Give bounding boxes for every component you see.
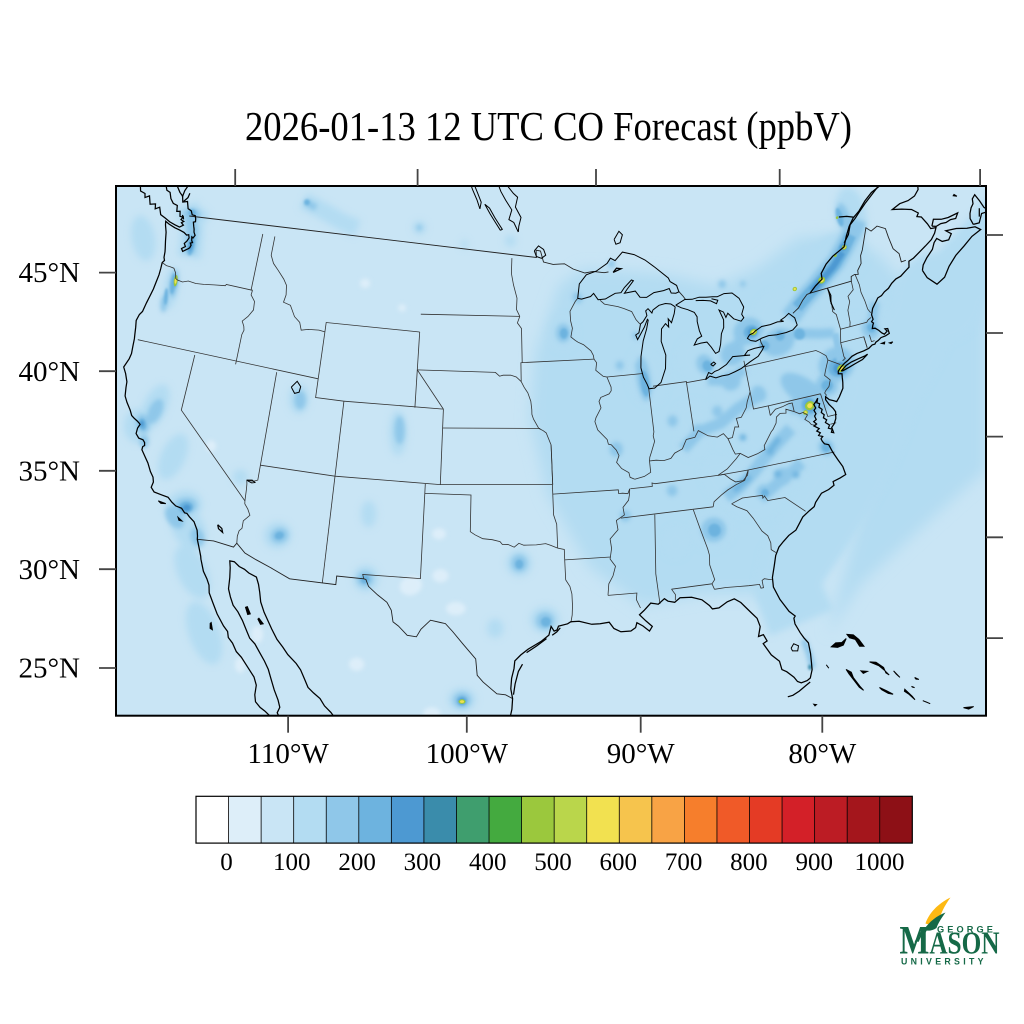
svg-text:GEORGE: GEORGE [937,924,996,934]
svg-text:MASON: MASON [900,918,1000,963]
svg-text:600: 600 [600,849,638,876]
svg-text:35°N: 35°N [18,455,80,487]
svg-text:200: 200 [338,849,376,876]
svg-text:110°W: 110°W [247,738,329,770]
svg-text:90°W: 90°W [607,738,676,770]
svg-text:2026-01-13 12 UTC CO Forecast: 2026-01-13 12 UTC CO Forecast (ppbV) [245,103,852,149]
svg-text:25°N: 25°N [18,653,80,685]
svg-text:45°N: 45°N [18,257,80,289]
svg-text:500: 500 [534,849,572,876]
svg-text:400: 400 [469,849,507,876]
svg-text:300: 300 [404,849,442,876]
svg-text:800: 800 [730,849,768,876]
svg-text:100: 100 [273,849,311,876]
svg-text:700: 700 [665,849,703,876]
svg-text:UNIVERSITY: UNIVERSITY [901,956,987,966]
svg-text:0: 0 [220,849,233,876]
svg-text:30°N: 30°N [18,554,80,586]
svg-text:40°N: 40°N [18,356,80,388]
svg-text:100°W: 100°W [426,738,509,770]
svg-text:80°W: 80°W [788,738,857,770]
svg-text:900: 900 [795,849,833,876]
svg-text:1000: 1000 [855,849,905,876]
